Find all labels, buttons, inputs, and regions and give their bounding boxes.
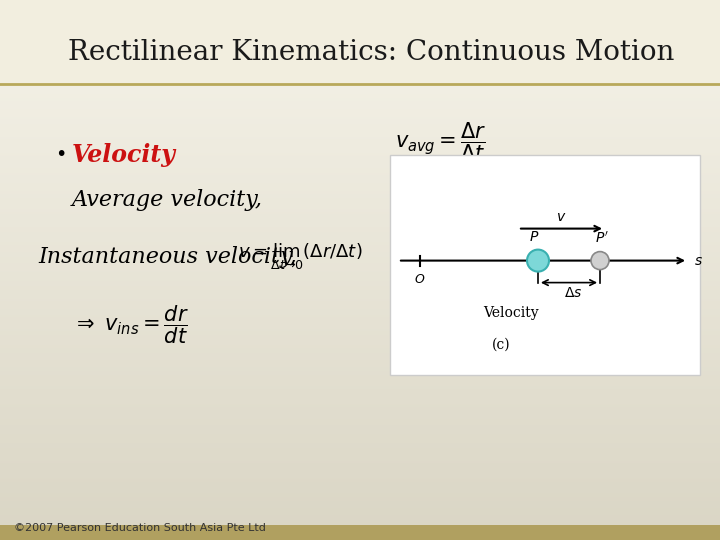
Text: $P$: $P$ (528, 230, 539, 244)
Text: $v$: $v$ (557, 210, 567, 224)
Text: $v_{avg} = \dfrac{\Delta r}{\Delta t}$: $v_{avg} = \dfrac{\Delta r}{\Delta t}$ (395, 121, 487, 163)
Text: $\Rightarrow\ v_{ins} = \dfrac{dr}{dt}$: $\Rightarrow\ v_{ins} = \dfrac{dr}{dt}$ (72, 303, 189, 346)
Circle shape (527, 249, 549, 272)
Text: Average velocity,: Average velocity, (72, 189, 263, 211)
Circle shape (591, 252, 609, 269)
Text: Velocity: Velocity (483, 306, 539, 320)
Text: •: • (55, 145, 66, 165)
Text: $O$: $O$ (414, 273, 426, 286)
Text: $\Delta s$: $\Delta s$ (564, 286, 582, 300)
Text: $s$: $s$ (694, 254, 703, 268)
Text: ©2007 Pearson Education South Asia Pte Ltd: ©2007 Pearson Education South Asia Pte L… (14, 523, 266, 533)
Text: Velocity: Velocity (72, 143, 176, 167)
Text: (c): (c) (492, 338, 511, 352)
Text: $P'$: $P'$ (595, 231, 609, 246)
Text: $v = \lim_{\Delta t \to 0}(\Delta r / \Delta t)$: $v = \lim_{\Delta t \to 0}(\Delta r / \D… (238, 242, 362, 272)
Text: Rectilinear Kinematics: Continuous Motion: Rectilinear Kinematics: Continuous Motio… (68, 38, 675, 65)
Text: Instantaneous velocity,: Instantaneous velocity, (38, 246, 297, 268)
Bar (390, 155, 700, 375)
